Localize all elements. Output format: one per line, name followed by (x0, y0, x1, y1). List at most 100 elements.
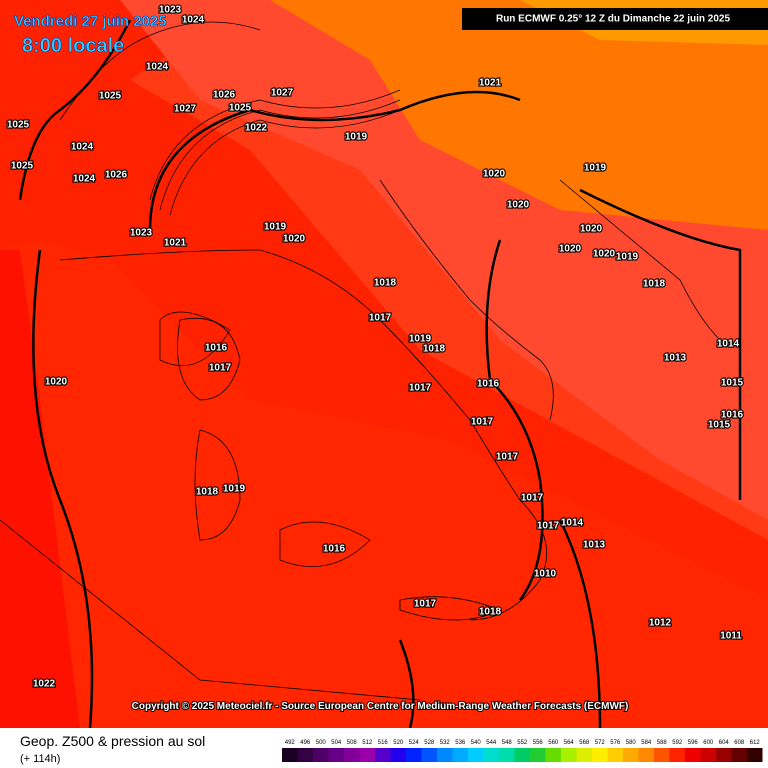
scale-label: 568 (579, 740, 590, 746)
scale-label: 536 (455, 740, 466, 746)
scale-swatch (344, 748, 360, 762)
scale-swatch (576, 748, 592, 762)
isobar-label: 1020 (283, 234, 306, 245)
isobar-label: 1016 (323, 544, 346, 555)
scale-swatch (359, 748, 375, 762)
scale-swatch (421, 748, 437, 762)
scale-label: 604 (719, 740, 730, 746)
scale-swatch (313, 748, 329, 762)
isobar-label: 1027 (174, 104, 197, 115)
scale-swatch (592, 748, 608, 762)
scale-label: 544 (486, 740, 497, 746)
isobar-label: 1017 (409, 383, 432, 394)
isobar-label: 1017 (369, 313, 392, 324)
band (270, 0, 768, 230)
scale-swatch (483, 748, 499, 762)
isobar-label: 1026 (105, 170, 128, 181)
isobar-label: 1019 (345, 132, 368, 143)
isobar-label: 1017 (496, 452, 519, 463)
isobar-label: 1019 (264, 222, 287, 233)
scale-swatch (530, 748, 546, 762)
scale-swatch (561, 748, 577, 762)
scale-label: 516 (378, 740, 389, 746)
scale-swatch (669, 748, 685, 762)
isobar-label: 1014 (717, 339, 740, 350)
scale-label: 540 (471, 740, 482, 746)
date: Vendredi 27 juin 2025 (14, 13, 167, 30)
scale-swatch (607, 748, 623, 762)
scale-label: 584 (641, 740, 652, 746)
scale-label: 608 (734, 740, 745, 746)
scale-swatch (654, 748, 670, 762)
isobar-label: 1025 (229, 103, 252, 114)
scale-label: 496 (300, 740, 311, 746)
scale-swatch (638, 748, 654, 762)
scale-label: 596 (688, 740, 699, 746)
isobar-label: 1024 (146, 62, 169, 73)
isobar-label: 1012 (649, 618, 672, 629)
scale-swatch (282, 748, 298, 762)
scale-swatch (731, 748, 747, 762)
isobar-label: 1013 (664, 353, 687, 364)
isobar-label: 1021 (164, 238, 187, 249)
scale-label: 564 (564, 740, 575, 746)
scale-label: 524 (409, 740, 420, 746)
scale-label: 556 (533, 740, 544, 746)
scale-label: 580 (626, 740, 637, 746)
scale-label: 588 (657, 740, 668, 746)
isobar-label: 1016 (205, 343, 228, 354)
isobar-label: 1023 (159, 5, 182, 16)
isobar-label: 1025 (11, 161, 34, 172)
isobar-label: 1011 (720, 631, 742, 642)
isobar-label: 1017 (471, 417, 494, 428)
scale-label: 572 (595, 740, 606, 746)
isobar-label: 1017 (414, 599, 437, 610)
scale-label: 492 (285, 740, 296, 746)
scale-label: 528 (424, 740, 435, 746)
scale-label: 508 (347, 740, 358, 746)
scale-swatch (514, 748, 530, 762)
isobar-label: 1015 (708, 420, 731, 431)
isobar-label: 1013 (583, 540, 606, 551)
scale-label: 552 (517, 740, 528, 746)
scale-label: 612 (750, 740, 761, 746)
scale-label: 592 (672, 740, 683, 746)
isobar-label: 1019 (409, 334, 432, 345)
scale-label: 504 (331, 740, 342, 746)
scale-swatch (468, 748, 484, 762)
isobar-label: 1018 (374, 278, 397, 289)
scale-swatch (700, 748, 716, 762)
isobar-label: 1017 (521, 493, 544, 504)
scale-swatch (623, 748, 639, 762)
scale-swatch (452, 748, 468, 762)
scale-swatch (297, 748, 313, 762)
isobar-label: 1021 (479, 78, 502, 89)
color-scale: 492 496 500 504 508 512 516 520 524 528 532 536 540 5… (282, 740, 763, 762)
isobar-label: 1018 (643, 279, 666, 290)
footer-lead: (+ 114h) (20, 753, 60, 765)
scale-label: 512 (362, 740, 373, 746)
isobar-label: 1022 (33, 679, 56, 690)
scale-label: 560 (548, 740, 559, 746)
scale-label: 500 (316, 740, 327, 746)
isobar-label: 1016 (477, 379, 500, 390)
isobar-label: 1014 (561, 518, 584, 529)
scale-swatch (406, 748, 422, 762)
isobar-label: 1018 (479, 607, 502, 618)
run-info: Run ECMWF 0.25° 12 Z du Dimanche 22 juin… (496, 14, 730, 25)
main-isobars (18, 19, 742, 729)
isobar-label: 1023 (130, 228, 153, 239)
isobar-label: 1024 (73, 174, 96, 185)
isobar-label: 1020 (483, 169, 506, 180)
scale-swatch (375, 748, 391, 762)
isobar-label: 1020 (507, 200, 530, 211)
isobar-label: 1018 (423, 344, 446, 355)
isobar-label: 1022 (245, 123, 268, 134)
footer-title: Geop. Z500 & pression au sol (20, 733, 205, 749)
scale-label: 600 (703, 740, 714, 746)
scale-swatch (499, 748, 515, 762)
isobar-label: 1015 (721, 378, 744, 389)
isobar-label: 1020 (45, 377, 68, 388)
isobar-label: 1020 (559, 244, 582, 255)
